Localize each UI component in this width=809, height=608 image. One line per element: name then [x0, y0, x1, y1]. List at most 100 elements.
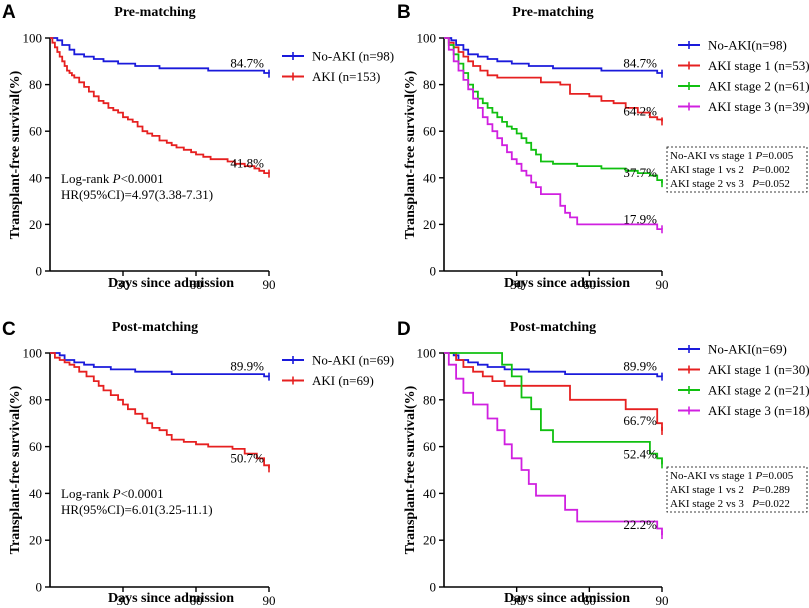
y-axis-label: Transplant-free survival(%) [8, 70, 23, 239]
end-percent-label: 50.7% [230, 450, 264, 465]
end-percent-label: 17.9% [623, 211, 657, 226]
chart-title: Pre-matching [512, 5, 593, 20]
legend: No-AKI (n=69) AKI (n=69) [282, 353, 394, 388]
end-percent-label: 64.2% [623, 103, 657, 118]
stats-line-3: AKI stage 2 vs 3 P=0.052 [670, 178, 790, 190]
x-tick-label: 90 [656, 593, 669, 608]
end-percent-label: 22.2% [623, 517, 657, 532]
x-tick-label: 90 [656, 277, 669, 292]
panel-d: D Post-matching Transplant-free survival… [397, 319, 809, 608]
legend: No-AKI(n=98) AKI stage 1 (n=53) AKI stage … [678, 38, 809, 114]
survival-curves [444, 37, 663, 234]
panel-letter: B [397, 2, 411, 23]
legend-label: AKI stage 1 (n=53) [708, 58, 809, 73]
end-labels: 84.7% 41.8% [230, 56, 264, 171]
x-tick-label: 90 [263, 593, 276, 608]
axes: 0 20 40 60 80 100 30 60 90 [23, 31, 276, 293]
y-tick-label: 0 [430, 264, 437, 279]
y-tick-label: 60 [29, 124, 42, 139]
end-percent-label: 41.8% [230, 156, 264, 171]
panel-c: C Post-matching Transplant-free survival… [2, 319, 394, 608]
y-tick-label: 60 [423, 439, 436, 454]
legend-label: No-AKI(n=98) [708, 38, 787, 53]
legend: No-AKI (n=98) AKI (n=153) [282, 49, 394, 84]
chart-title: Post-matching [112, 320, 198, 335]
x-tick-label: 60 [190, 277, 203, 292]
stats-line-2: AKI stage 1 vs 2 P=0.002 [670, 164, 790, 176]
end-percent-label: 84.7% [623, 56, 657, 71]
panel-a: A Pre-matching Transplant-free survival(… [2, 2, 394, 292]
end-percent-label: 37.7% [623, 165, 657, 180]
x-tick-label: 30 [510, 593, 523, 608]
hazard-ratio-text: HR(95%CI)=4.97(3.38-7.31) [61, 187, 213, 202]
y-tick-label: 100 [417, 346, 437, 361]
y-tick-label: 40 [423, 170, 436, 185]
x-tick-label: 30 [510, 277, 523, 292]
x-tick-label: 30 [117, 593, 130, 608]
pairwise-stats-box: No-AKI vs stage 1 P=0.005 AKI stage 1 vs… [666, 146, 808, 193]
end-percent-label: 84.7% [230, 56, 264, 71]
stats-line-3: AKI stage 2 vs 3 P=0.022 [670, 498, 790, 510]
x-tick-label: 90 [263, 277, 276, 292]
y-tick-label: 0 [430, 580, 437, 595]
panel-letter: A [2, 2, 16, 23]
logrank-annotation: Log-rank P<0.0001 HR(95%CI)=4.97(3.38-7.… [61, 171, 213, 202]
y-tick-label: 20 [29, 533, 42, 548]
y-tick-label: 40 [29, 170, 42, 185]
curve-2 [444, 37, 663, 122]
curve-2 [444, 352, 663, 431]
chart-title: Pre-matching [114, 5, 195, 20]
y-tick-label: 60 [29, 439, 42, 454]
y-tick-label: 0 [36, 580, 43, 595]
y-tick-label: 60 [423, 124, 436, 139]
legend-label: AKI (n=69) [312, 373, 374, 388]
y-tick-label: 0 [36, 264, 43, 279]
y-tick-label: 80 [29, 392, 42, 407]
end-percent-label: 89.9% [230, 359, 264, 374]
curve-4 [444, 37, 663, 230]
stats-line-1: No-AKI vs stage 1 P=0.005 [670, 470, 794, 482]
x-axis-label: Days since admission [108, 276, 234, 291]
y-tick-label: 100 [23, 31, 43, 46]
logrank-annotation: Log-rank P<0.0001 HR(95%CI)=6.01(3.25-11… [61, 486, 213, 517]
y-tick-label: 20 [423, 217, 436, 232]
end-labels: 89.9% 50.7% [230, 359, 264, 466]
survival-curves [50, 352, 270, 473]
x-tick-label: 60 [583, 277, 596, 292]
legend-label: AKI stage 2 (n=61) [708, 79, 809, 94]
curve-2 [50, 37, 270, 174]
x-tick-label: 60 [583, 593, 596, 608]
curve-1 [50, 352, 270, 378]
stats-line-2: AKI stage 1 vs 2 P=0.289 [670, 484, 790, 496]
axes: 0 20 40 60 80 100 30 60 90 [417, 346, 669, 608]
x-tick-label: 60 [190, 593, 203, 608]
curve-3 [444, 352, 663, 465]
y-tick-label: 20 [423, 533, 436, 548]
stats-box-border [666, 146, 808, 193]
curve-1 [444, 37, 663, 74]
logrank-text: Log-rank P<0.0001 [61, 486, 164, 501]
panel-letter: C [2, 319, 16, 340]
panel-b: B Pre-matching Transplant-free survival(… [397, 2, 809, 292]
panel-letter: D [397, 319, 411, 340]
hazard-ratio-text: HR(95%CI)=6.01(3.25-11.1) [61, 502, 213, 517]
y-tick-label: 80 [423, 392, 436, 407]
legend-label: AKI stage 3 (n=18) [708, 403, 809, 418]
end-labels: 84.7% 64.2% 37.7% 17.9% [623, 56, 657, 227]
legend-label: AKI (n=153) [312, 69, 380, 84]
legend-label: No-AKI (n=69) [312, 353, 394, 368]
legend: No-AKI(n=69) AKI stage 1 (n=30) AKI stage … [678, 342, 809, 418]
curve-1 [50, 37, 270, 74]
legend-label: AKI stage 2 (n=21) [708, 383, 809, 398]
legend-label: AKI stage 3 (n=39) [708, 99, 809, 114]
curve-1 [444, 352, 663, 378]
logrank-text: Log-rank P<0.0001 [61, 171, 164, 186]
y-tick-label: 20 [29, 217, 42, 232]
end-percent-label: 89.9% [623, 359, 657, 374]
y-tick-label: 40 [29, 486, 42, 501]
survival-curves [444, 352, 663, 540]
legend-label: AKI stage 1 (n=30) [708, 362, 809, 377]
x-tick-label: 30 [117, 277, 130, 292]
axes: 0 20 40 60 80 100 30 60 90 [23, 346, 276, 608]
